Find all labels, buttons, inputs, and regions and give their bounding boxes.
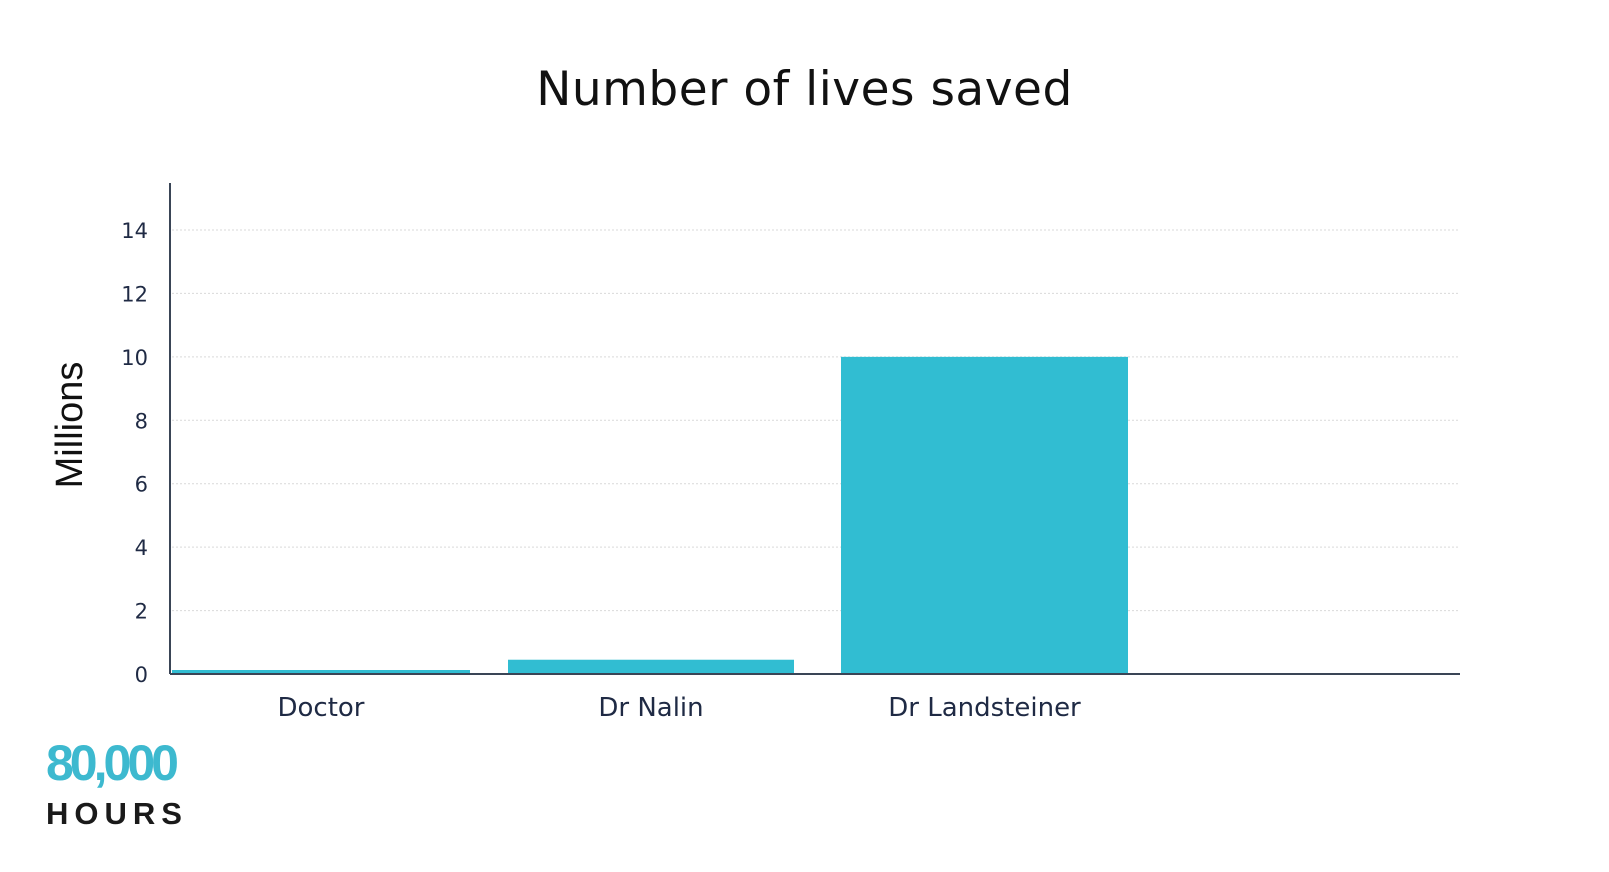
y-tick-label-0: 0 — [135, 663, 148, 687]
y-axis-label: Millions — [49, 362, 91, 489]
x-category-labels: Doctor Dr Nalin Dr Landsteiner — [277, 693, 1081, 723]
category-label-doctor: Doctor — [277, 693, 364, 723]
gridlines — [172, 229, 1460, 612]
category-label-dr-landsteiner: Dr Landsteiner — [888, 693, 1081, 723]
y-tick-label-8: 8 — [135, 409, 148, 433]
y-tick-label-14: 14 — [121, 219, 148, 243]
y-tick-labels: 0 2 4 6 8 10 12 14 — [121, 219, 148, 687]
y-tick-label-10: 10 — [121, 346, 148, 370]
logo-number: 80,000 — [46, 735, 179, 791]
logo-word: HOURS — [46, 796, 188, 831]
bar-dr-nalin — [508, 659, 794, 674]
y-tick-label-2: 2 — [135, 600, 148, 624]
chart-title: Number of lives saved — [536, 62, 1073, 117]
bar-dr-landsteiner — [841, 356, 1128, 674]
y-tick-label-4: 4 — [135, 536, 148, 560]
bar-doctor — [172, 670, 470, 674]
category-label-dr-nalin: Dr Nalin — [598, 693, 703, 723]
bars — [172, 356, 1128, 674]
y-tick-label-12: 12 — [121, 282, 148, 306]
axes — [169, 183, 1460, 675]
y-tick-label-6: 6 — [135, 473, 148, 497]
brand-logo: 80,000 HOURS — [46, 736, 206, 836]
